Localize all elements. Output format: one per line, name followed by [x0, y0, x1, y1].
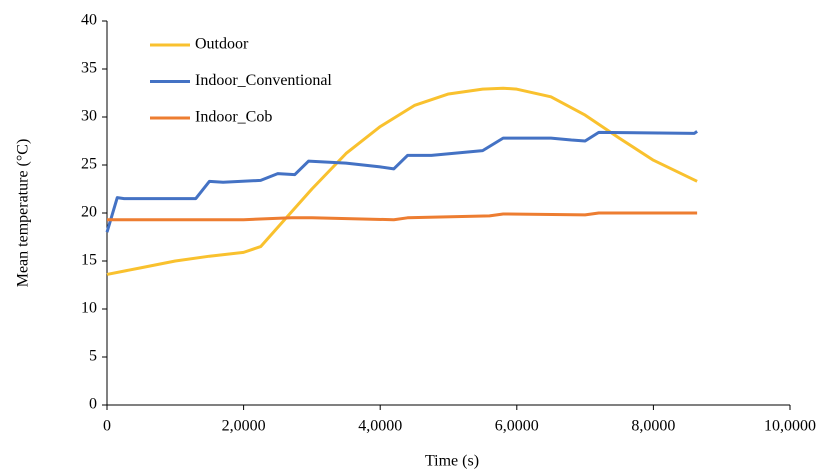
y-tick-label: 0	[89, 396, 97, 413]
y-tick-label: 10	[81, 300, 97, 317]
legend-label: Outdoor	[195, 36, 249, 53]
x-tick-label: 6,0000	[495, 418, 539, 435]
y-tick-label: 5	[89, 348, 97, 365]
x-tick-label: 10,0000	[764, 418, 816, 435]
x-axis-label: Time (s)	[425, 453, 479, 470]
series-line	[107, 211, 698, 222]
x-tick-label: 4,0000	[358, 418, 402, 435]
y-axis-label: Mean temperature (°C)	[15, 139, 32, 288]
y-tick-label: 40	[81, 12, 97, 29]
y-tick-label: 25	[81, 156, 97, 173]
x-tick-label: 8,0000	[631, 418, 675, 435]
y-tick-label: 15	[81, 252, 97, 269]
y-tick-label: 20	[81, 204, 97, 221]
y-tick-label: 30	[81, 108, 97, 125]
legend-label: Indoor_Cob	[195, 109, 272, 126]
x-tick-label: 2,0000	[222, 418, 266, 435]
legend-label: Indoor_Conventional	[195, 72, 332, 89]
y-tick-label: 35	[81, 60, 97, 77]
series-line	[105, 130, 698, 233]
x-tick-label: 0	[103, 418, 111, 435]
series-line	[106, 86, 698, 276]
